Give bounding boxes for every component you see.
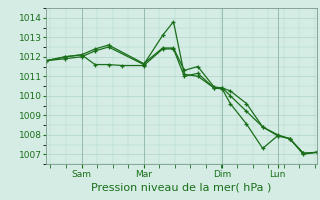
X-axis label: Pression niveau de la mer( hPa ): Pression niveau de la mer( hPa ): [92, 183, 272, 193]
